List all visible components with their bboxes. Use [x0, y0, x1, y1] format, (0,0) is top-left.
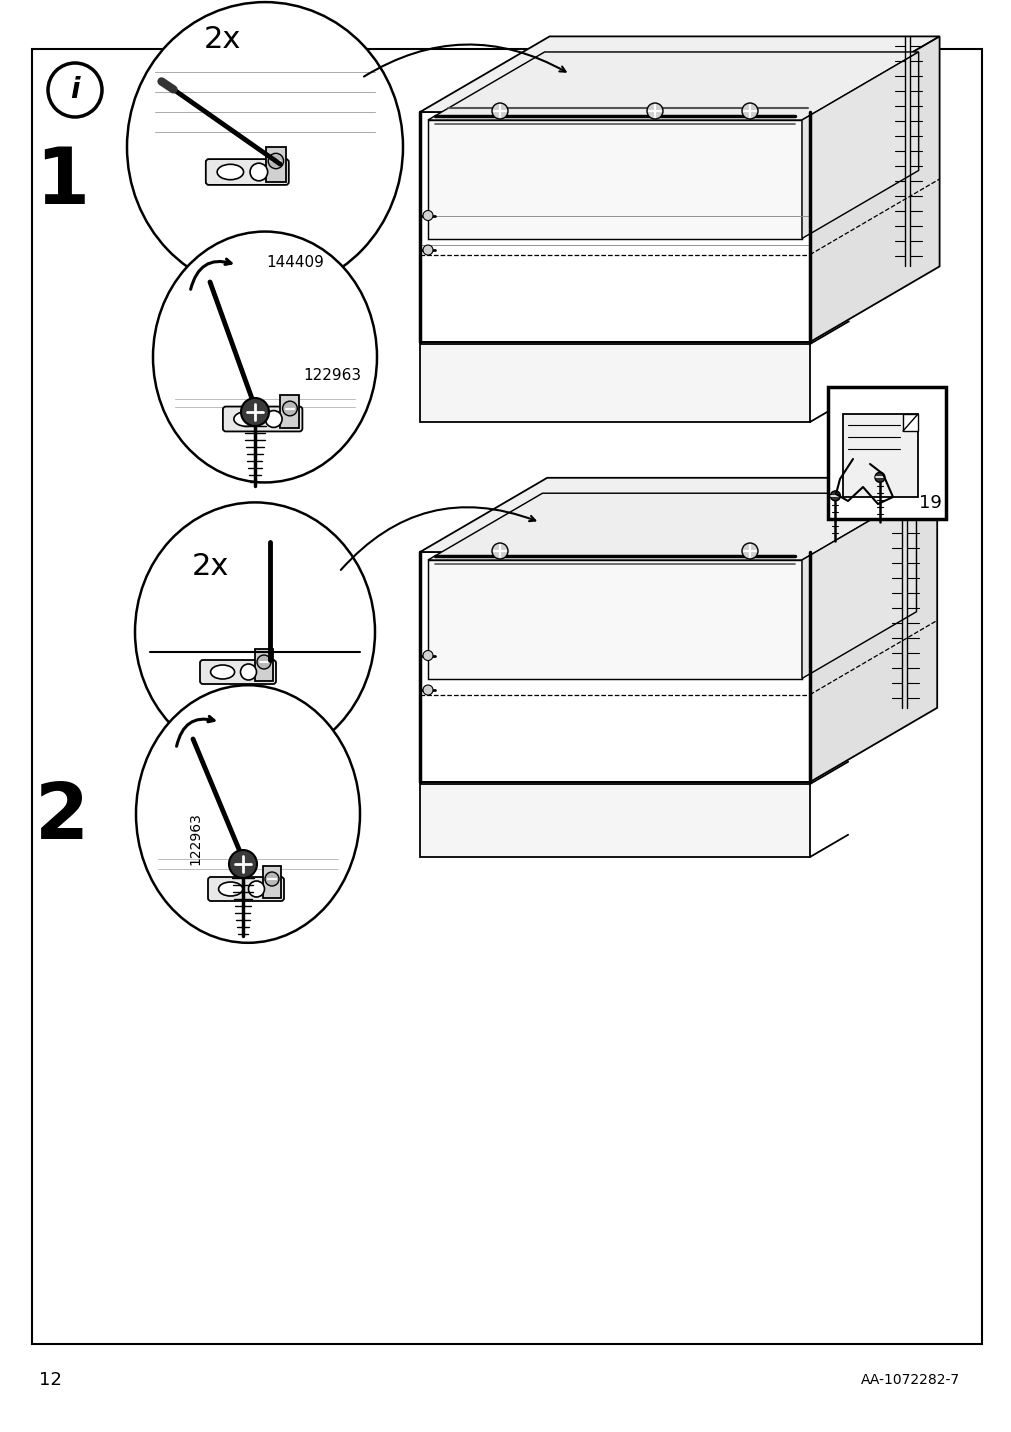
- Polygon shape: [420, 478, 936, 551]
- Circle shape: [265, 411, 282, 427]
- Ellipse shape: [134, 503, 375, 762]
- Bar: [827, 387, 945, 518]
- Polygon shape: [902, 414, 917, 431]
- Ellipse shape: [217, 165, 244, 179]
- Polygon shape: [842, 414, 917, 497]
- Circle shape: [423, 684, 433, 695]
- Ellipse shape: [218, 882, 243, 896]
- Ellipse shape: [135, 684, 360, 942]
- Text: 19: 19: [918, 494, 940, 513]
- Ellipse shape: [153, 232, 377, 483]
- Text: 2x: 2x: [191, 551, 228, 580]
- Circle shape: [282, 401, 297, 415]
- Polygon shape: [428, 52, 918, 120]
- Circle shape: [423, 650, 433, 660]
- Circle shape: [241, 398, 269, 425]
- Polygon shape: [428, 120, 801, 239]
- Circle shape: [228, 851, 257, 878]
- Ellipse shape: [126, 1, 402, 292]
- Circle shape: [830, 491, 839, 501]
- Circle shape: [48, 63, 102, 117]
- FancyBboxPatch shape: [222, 407, 302, 431]
- Text: 122963: 122963: [188, 812, 202, 865]
- Polygon shape: [428, 493, 916, 560]
- Polygon shape: [420, 36, 938, 112]
- Circle shape: [249, 881, 264, 896]
- FancyBboxPatch shape: [208, 876, 284, 901]
- Text: 122963: 122963: [302, 368, 361, 382]
- Bar: [263, 866, 281, 898]
- Circle shape: [646, 103, 662, 119]
- Polygon shape: [809, 478, 936, 782]
- Circle shape: [268, 153, 283, 169]
- Text: 144409: 144409: [266, 255, 324, 269]
- Text: 2x: 2x: [203, 24, 241, 53]
- Text: 12: 12: [38, 1370, 62, 1389]
- Polygon shape: [420, 112, 809, 342]
- Bar: [280, 395, 299, 428]
- Bar: [255, 649, 273, 682]
- Bar: [266, 146, 285, 182]
- Polygon shape: [428, 560, 801, 679]
- Circle shape: [250, 163, 267, 180]
- Circle shape: [741, 103, 757, 119]
- Circle shape: [423, 245, 433, 255]
- Circle shape: [257, 654, 271, 669]
- Circle shape: [491, 103, 508, 119]
- Circle shape: [241, 664, 256, 680]
- Text: i: i: [70, 76, 80, 105]
- Circle shape: [875, 473, 884, 483]
- Polygon shape: [801, 493, 916, 679]
- Polygon shape: [420, 551, 809, 782]
- Ellipse shape: [234, 411, 259, 427]
- Text: 2: 2: [35, 779, 89, 855]
- Circle shape: [741, 543, 757, 558]
- Text: 1: 1: [35, 145, 89, 221]
- Ellipse shape: [210, 664, 235, 679]
- Polygon shape: [420, 344, 809, 422]
- Circle shape: [265, 872, 279, 886]
- Circle shape: [491, 543, 508, 558]
- Polygon shape: [801, 52, 918, 239]
- Text: AA-1072282-7: AA-1072282-7: [860, 1373, 959, 1388]
- Polygon shape: [809, 36, 938, 342]
- Polygon shape: [420, 783, 809, 856]
- FancyBboxPatch shape: [200, 660, 276, 684]
- Circle shape: [423, 211, 433, 221]
- FancyBboxPatch shape: [205, 159, 288, 185]
